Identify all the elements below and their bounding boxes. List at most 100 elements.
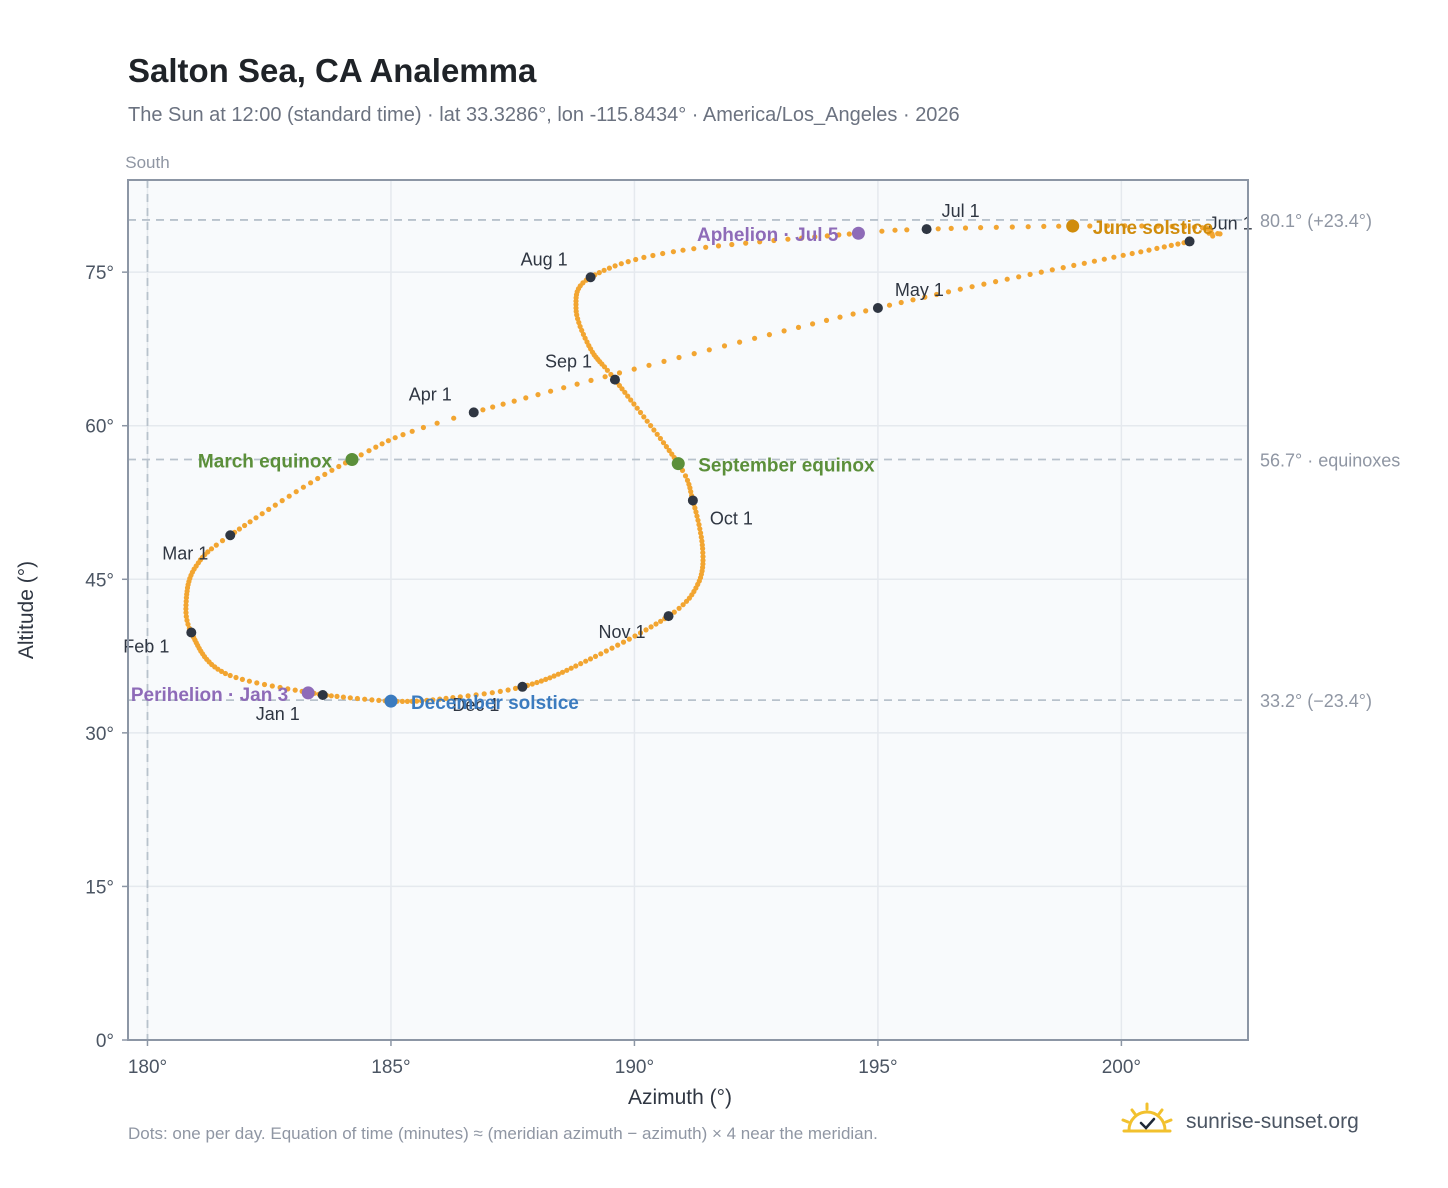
day-dot (315, 475, 321, 482)
day-dot (683, 598, 690, 604)
day-dot (1129, 250, 1135, 257)
day-dot (904, 227, 910, 233)
brand-link[interactable]: sunrise-sunset.org (1120, 1102, 1359, 1141)
day-dot (266, 506, 272, 512)
day-dot (1025, 224, 1031, 230)
event-marker (345, 453, 359, 466)
day-dot (625, 259, 631, 265)
x-tick-label: 200° (1102, 1057, 1141, 1078)
day-dot (1154, 245, 1160, 251)
day-dot (666, 447, 672, 454)
x-tick-label: 185° (371, 1057, 410, 1078)
y-tick-label: 45° (85, 570, 114, 591)
day-dot (1111, 254, 1117, 260)
day-dot (663, 444, 670, 450)
day-dot (978, 225, 984, 231)
day-dot (706, 347, 712, 353)
day-dot (657, 435, 664, 442)
day-dot (646, 362, 652, 368)
event-marker (1066, 219, 1080, 233)
day-dot (543, 676, 549, 683)
day-dot (698, 530, 704, 536)
day-dot (634, 405, 640, 411)
footnote: Dots: one per day. Equation of time (min… (128, 1124, 878, 1143)
day-dot (239, 676, 245, 683)
day-dot (236, 526, 242, 532)
day-dot (538, 678, 545, 684)
event-label: December solstice (411, 693, 579, 714)
day-dot (948, 225, 954, 231)
day-dot (300, 484, 306, 490)
month-label: Dec 1 (452, 695, 499, 715)
day-dot (1049, 267, 1055, 273)
day-dot (1138, 249, 1144, 255)
day-dot (1139, 223, 1145, 229)
day-dot (336, 463, 342, 470)
day-dot (653, 621, 659, 627)
day-dot (1041, 223, 1047, 229)
day-dot (328, 693, 334, 699)
x-tick-label: 180° (128, 1057, 167, 1078)
day-dot (534, 679, 540, 686)
month-marker (921, 224, 932, 235)
day-dot (213, 542, 219, 548)
day-dot (1004, 276, 1010, 282)
day-dot (695, 517, 701, 523)
month-label: Sep 1 (545, 352, 592, 372)
day-dot (596, 270, 602, 276)
day-dot (631, 366, 637, 372)
day-dot (622, 389, 628, 395)
y-tick-label: 0° (96, 1031, 114, 1052)
brand-name: sunrise-sunset.org (1186, 1109, 1359, 1133)
day-dot (837, 314, 843, 320)
day-dot (654, 431, 660, 437)
day-dot (366, 448, 372, 454)
event-label: Aphelion · Jul 5 (697, 225, 839, 246)
day-dot (277, 684, 283, 691)
day-dot (1101, 256, 1107, 262)
day-dot (781, 328, 787, 334)
day-dot (676, 354, 682, 361)
day-dot (612, 263, 618, 269)
day-dot (1087, 223, 1093, 229)
day-dot (879, 228, 885, 234)
day-dot (511, 398, 517, 404)
x-tick-label: 195° (858, 1057, 897, 1078)
day-dot (242, 522, 248, 529)
day-dot (548, 388, 554, 394)
day-dot (420, 424, 426, 431)
day-dot (886, 302, 893, 308)
day-dot (603, 648, 609, 654)
month-marker (609, 374, 620, 385)
day-dot (1168, 242, 1174, 248)
day-dot (658, 618, 664, 624)
day-dot (1204, 225, 1210, 231)
day-dot (500, 401, 506, 407)
day-dot (434, 420, 440, 426)
day-dot (700, 554, 706, 560)
day-dot (935, 226, 941, 232)
day-dot (184, 617, 190, 624)
day-dot (1146, 247, 1152, 253)
day-dot (609, 645, 615, 651)
day-dot (601, 364, 608, 370)
day-dot (347, 695, 353, 701)
day-dot (579, 327, 585, 333)
day-dot (292, 687, 298, 693)
chart-title: Salton Sea, CA Analemma (128, 52, 537, 89)
month-marker (872, 302, 883, 313)
day-dot (535, 392, 541, 398)
day-dot (183, 598, 189, 605)
day-dot (205, 549, 211, 555)
day-dot (183, 606, 189, 612)
day-dot (660, 250, 666, 257)
day-dot (587, 656, 594, 662)
day-dot (619, 386, 625, 392)
day-dot (253, 515, 259, 521)
day-dot (414, 698, 420, 704)
day-dot (700, 546, 706, 552)
day-dot (729, 241, 735, 248)
day-dot (945, 289, 952, 295)
day-dot (185, 621, 191, 627)
day-dot (688, 489, 694, 495)
